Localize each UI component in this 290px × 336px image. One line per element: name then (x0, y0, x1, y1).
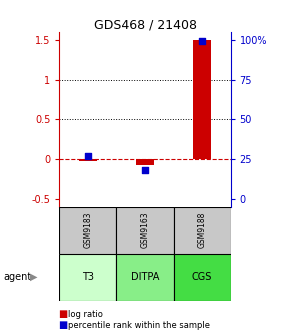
Text: agent: agent (3, 272, 31, 282)
Bar (137, 159, 154, 165)
Text: ▶: ▶ (30, 272, 37, 282)
Bar (173, 207, 231, 254)
Bar (59, 207, 117, 254)
Text: GSM9163: GSM9163 (140, 212, 150, 249)
Text: GDS468 / 21408: GDS468 / 21408 (93, 18, 197, 32)
Text: T3: T3 (82, 272, 94, 282)
Text: DITPA: DITPA (131, 272, 159, 282)
Text: ■: ■ (58, 309, 67, 319)
Text: GSM9188: GSM9188 (197, 212, 206, 248)
Bar (117, 207, 173, 254)
Text: CGS: CGS (192, 272, 212, 282)
Bar (193, 40, 211, 159)
Point (86, 153, 90, 159)
Point (200, 39, 204, 44)
Bar (173, 254, 231, 301)
Bar (59, 254, 117, 301)
Bar (79, 159, 97, 161)
Text: log ratio: log ratio (68, 310, 103, 319)
Point (143, 167, 147, 173)
Bar (117, 254, 173, 301)
Text: percentile rank within the sample: percentile rank within the sample (68, 321, 210, 330)
Text: ■: ■ (58, 320, 67, 330)
Text: GSM9183: GSM9183 (84, 212, 93, 248)
